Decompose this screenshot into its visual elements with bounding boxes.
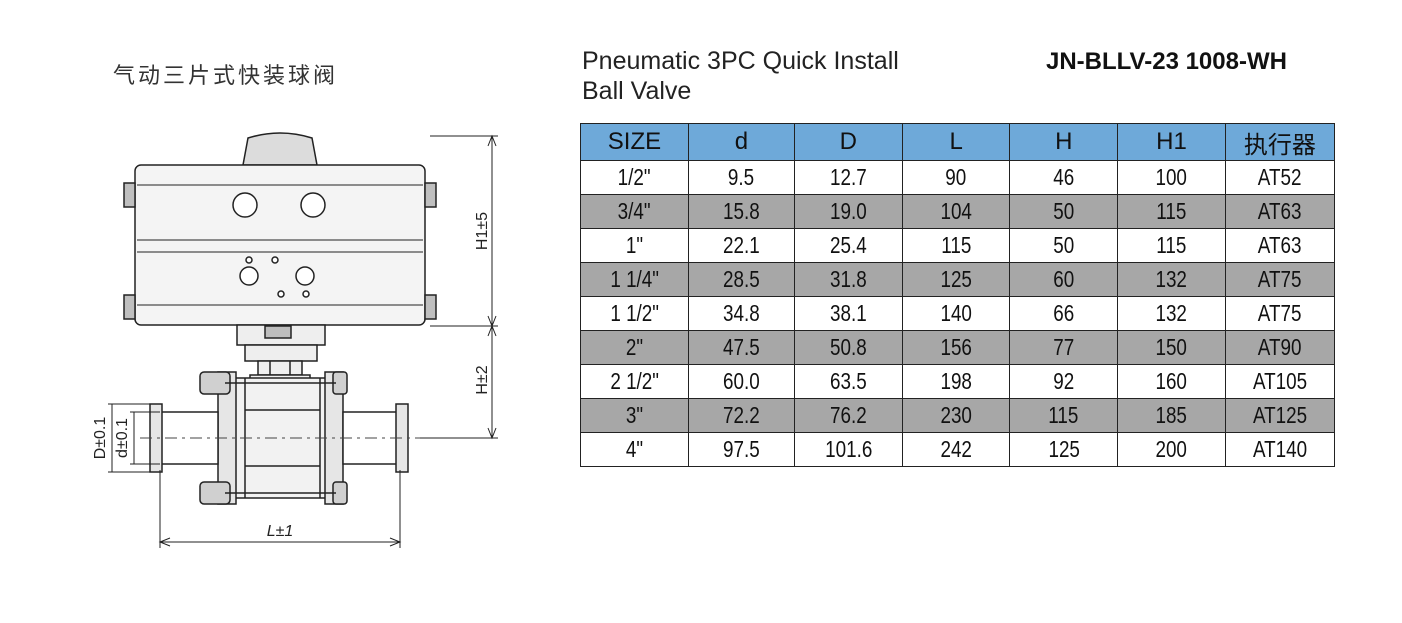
title-english-line1: Pneumatic 3PC Quick Install: [582, 47, 899, 75]
table-header-row: SIZE d D L H H1 执行器: [580, 123, 1336, 161]
cell-size: 4": [625, 436, 644, 462]
cell-h: 115: [1048, 402, 1079, 428]
cell-l: 125: [940, 266, 972, 292]
dim-label-d-inner: d±0.1: [114, 418, 131, 458]
cell-d-outer: 25.4: [829, 232, 867, 258]
table-row: 1 1/2" 34.8 38.1 140 66 132 AT75: [580, 296, 1336, 331]
cell-actuator: AT52: [1258, 164, 1302, 190]
cell-h1: 160: [1155, 368, 1188, 394]
cell-size: 1": [625, 232, 644, 258]
dim-label-h1: H1±5: [474, 212, 491, 250]
cell-h: 60: [1053, 266, 1075, 292]
table-row: 1/2" 9.5 12.7 90 46 100 AT52: [580, 160, 1336, 195]
cell-h: 50: [1053, 232, 1075, 258]
table-row: 3" 72.2 76.2 230 115 185 AT125: [580, 398, 1336, 433]
cell-l: 104: [940, 198, 972, 224]
actuator: [123, 132, 437, 326]
cell-l: 140: [940, 300, 972, 326]
cell-h: 50: [1053, 198, 1075, 224]
cell-d-outer: 50.8: [829, 334, 867, 360]
cell-d-inner: 60.0: [723, 368, 760, 394]
cell-size: 2": [625, 334, 644, 360]
cell-d-outer: 31.8: [829, 266, 867, 292]
header-h1: H1: [1117, 123, 1226, 161]
header-d-inner: d: [687, 123, 795, 161]
dim-label-l: L±1: [267, 523, 294, 540]
cell-actuator: AT63: [1258, 198, 1302, 224]
cell-size: 3": [625, 402, 644, 428]
cell-h1: 100: [1155, 164, 1188, 190]
cell-actuator: AT125: [1252, 402, 1307, 428]
cell-h1: 132: [1155, 266, 1188, 292]
table-row: 2" 47.5 50.8 156 77 150 AT90: [580, 330, 1336, 365]
cell-size: 1 1/4": [610, 266, 659, 292]
header-l: L: [901, 123, 1011, 161]
cell-h1: 115: [1156, 232, 1187, 258]
cell-d-inner: 9.5: [728, 164, 755, 190]
cell-h1: 200: [1155, 436, 1188, 462]
cell-d-outer: 76.2: [829, 402, 867, 428]
cell-h: 92: [1053, 368, 1075, 394]
cell-actuator: AT105: [1252, 368, 1307, 394]
cell-l: 242: [940, 436, 972, 462]
cell-d-outer: 101.6: [824, 436, 872, 462]
cell-l: 90: [945, 164, 967, 190]
title-chinese: 气动三片式快装球阀: [113, 64, 339, 89]
cell-l: 230: [940, 402, 972, 428]
cell-l: 156: [940, 334, 972, 360]
table-row: 3/4" 15.8 19.0 104 50 115 AT63: [580, 194, 1336, 229]
cell-h1: 150: [1155, 334, 1188, 360]
cell-l: 198: [940, 368, 972, 394]
cell-d-inner: 47.5: [723, 334, 760, 360]
cell-actuator: AT90: [1258, 334, 1302, 360]
cell-h1: 115: [1156, 198, 1187, 224]
spec-table: SIZE d D L H H1 执行器 1/2" 9.5 12.7 90 46 …: [580, 123, 1336, 467]
cell-d-inner: 28.5: [723, 266, 760, 292]
title-english: Pneumatic 3PC Quick Install Ball Valve: [582, 46, 1002, 106]
cell-size: 1 1/2": [610, 300, 659, 326]
cell-h: 46: [1053, 164, 1075, 190]
cell-actuator: AT140: [1252, 436, 1307, 462]
cell-d-inner: 72.2: [723, 402, 760, 428]
title-english-line2: Ball Valve: [582, 77, 692, 105]
cell-h: 77: [1053, 334, 1075, 360]
cell-h: 66: [1053, 300, 1075, 326]
cell-h1: 132: [1155, 300, 1188, 326]
table-row: 1" 22.1 25.4 115 50 115 AT63: [580, 228, 1336, 263]
cell-d-outer: 19.0: [829, 198, 867, 224]
cell-d-inner: 15.8: [723, 198, 760, 224]
cell-h1: 185: [1155, 402, 1188, 428]
valve-drawing: H1±5 H±2 D±0.1 d±0.1 L±1: [92, 132, 498, 548]
table-row: 2 1/2" 60.0 63.5 198 92 160 AT105: [580, 364, 1336, 399]
cell-d-inner: 22.1: [723, 232, 760, 258]
table-row: 1 1/4" 28.5 31.8 125 60 132 AT75: [580, 262, 1336, 297]
actuator-body: [134, 164, 426, 326]
header-d-outer: D: [793, 123, 903, 161]
cell-d-outer: 12.7: [829, 164, 867, 190]
dimension-lines: [108, 134, 498, 548]
cell-h: 125: [1048, 436, 1080, 462]
header-size: SIZE: [580, 123, 689, 161]
cell-actuator: AT63: [1258, 232, 1302, 258]
model-number: JN-BLLV-23 1008-WH: [1046, 48, 1287, 75]
indicator-cap: [242, 132, 318, 166]
cell-d-inner: 97.5: [723, 436, 760, 462]
mounting-bracket: [236, 324, 326, 376]
cell-size: 3/4": [618, 198, 651, 224]
dim-label-d-outer: D±0.1: [92, 417, 109, 460]
cell-d-outer: 63.5: [829, 368, 867, 394]
table-row: 4" 97.5 101.6 242 125 200 AT140: [580, 432, 1336, 467]
cell-actuator: AT75: [1258, 300, 1302, 326]
dim-label-h: H±2: [474, 365, 491, 394]
cell-actuator: AT75: [1258, 266, 1302, 292]
cell-l: 115: [941, 232, 972, 258]
cell-size: 2 1/2": [610, 368, 659, 394]
cell-d-outer: 38.1: [829, 300, 867, 326]
header-actuator: 执行器: [1224, 123, 1336, 161]
cell-size: 1/2": [618, 164, 651, 190]
header-h: H: [1009, 123, 1119, 161]
cell-d-inner: 34.8: [723, 300, 760, 326]
